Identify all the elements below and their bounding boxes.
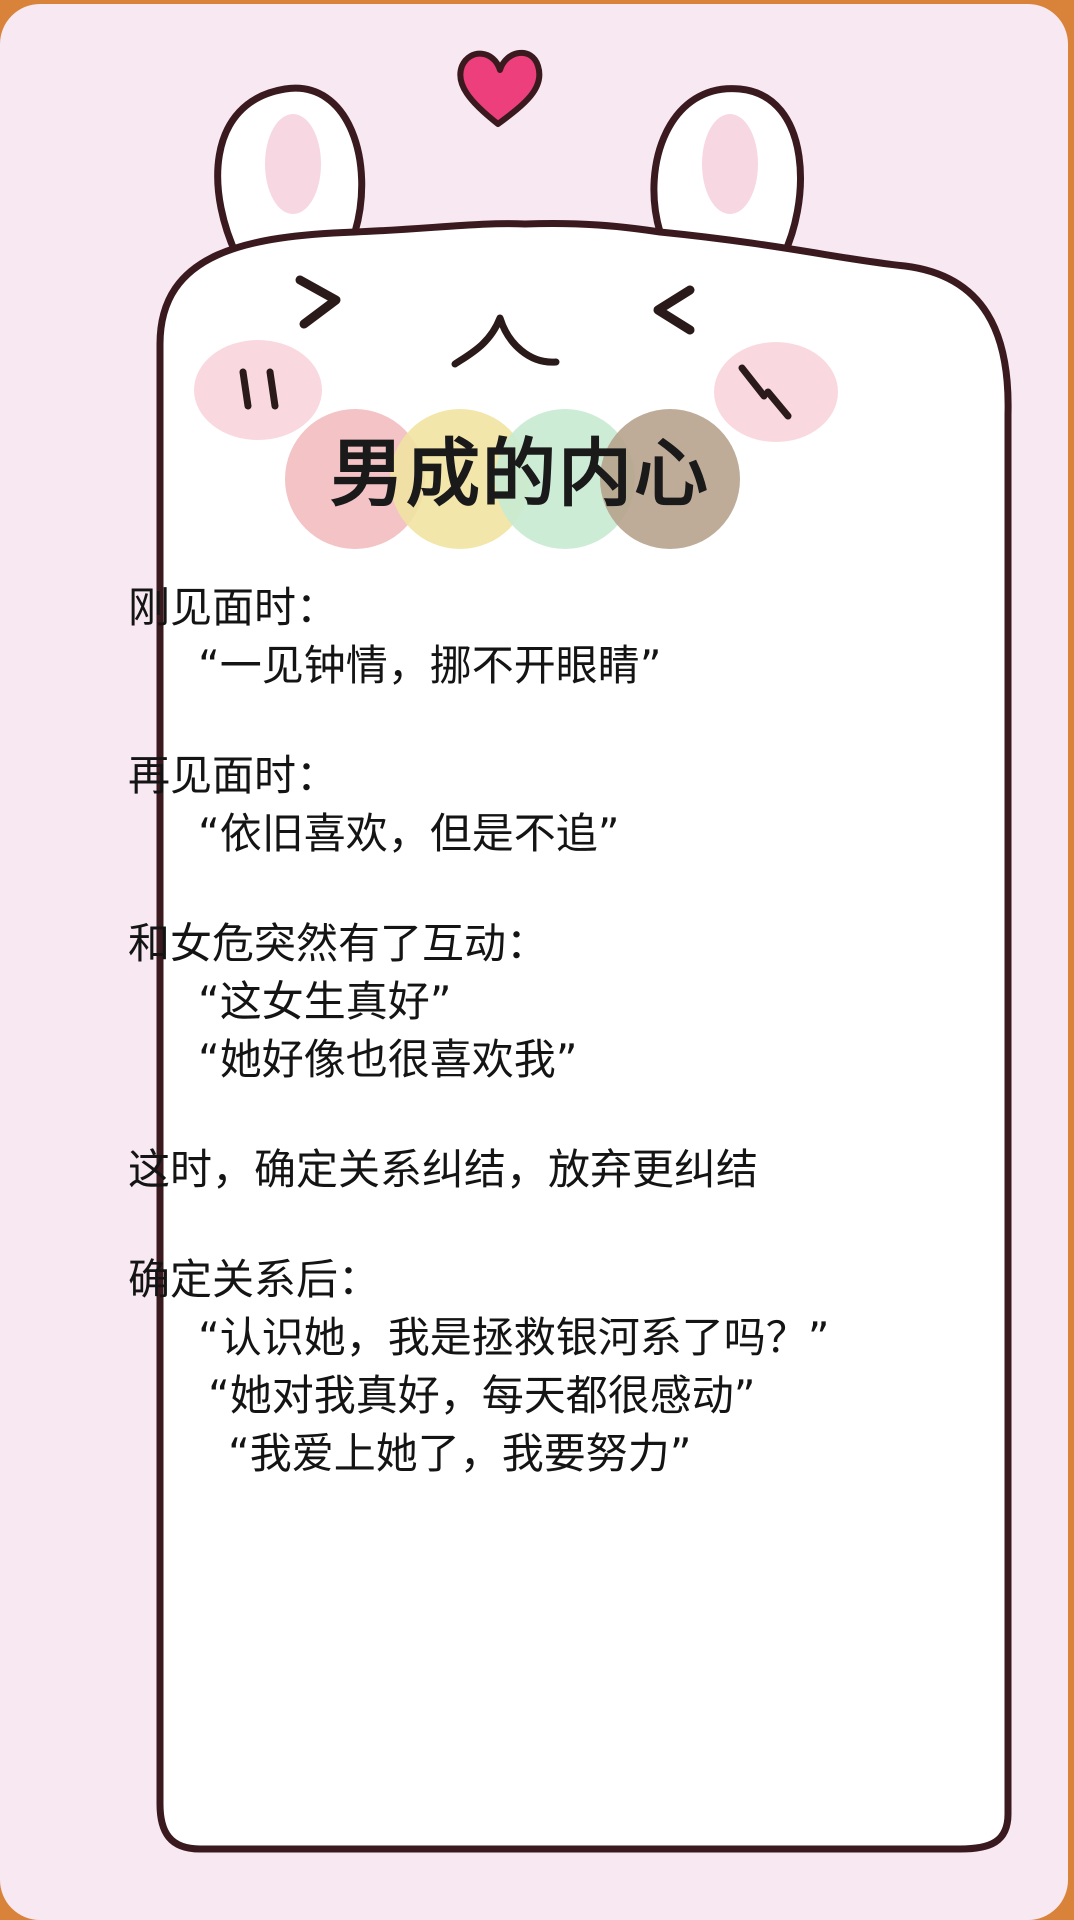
left-ear-inner-icon [265,114,321,214]
left-cheek-icon [194,340,322,440]
title-dot-4 [600,409,740,549]
quote-line: “她好像也很喜欢我” [198,1035,578,1084]
section-heading: 和女危突然有了互动： [128,919,549,968]
quote-line: “我爱上她了，我要努力” [228,1429,692,1478]
section-heading: 这时，确定关系纠结，放弃更纠结 [128,1145,759,1194]
section-heading: 确定关系后： [128,1255,381,1304]
quote-line: “依旧喜欢，但是不追” [198,809,620,858]
section-heading: 刚见面时： [128,583,339,632]
title-dot-3 [495,409,635,549]
left-eye-icon [295,275,341,329]
right-eye-icon [653,285,695,335]
title-dot-1 [285,409,425,549]
bunny-frame-illustration [156,49,1012,1853]
quote-line: “一见钟情，挪不开眼睛” [198,641,662,690]
section-gap [128,863,988,915]
message-content: 刚见面时： “一见钟情，挪不开眼睛” 再见面时： “依旧喜欢，但是不追” 和女危… [128,579,988,1483]
section-gap [128,1199,988,1251]
note-card: 男成的内心 刚见面时： “一见钟情，挪不开眼睛” 再见面时： “依旧喜欢，但是不… [0,4,1068,1920]
title-dot-2 [390,409,530,549]
quote-line: “她对我真好，每天都很感动” [208,1371,756,1420]
section-heading: 再见面时： [128,751,339,800]
quote-line: “认识她，我是拯救银河系了吗？” [198,1313,830,1362]
quote-line: “这女生真好” [198,977,452,1026]
mouth-icon [451,314,560,368]
bunny-body-outline [156,219,1012,1853]
section-gap [128,1089,988,1141]
heart-icon [457,49,543,127]
section-gap [128,695,988,747]
page-title: 男成的内心 [330,431,710,517]
right-ear-inner-icon [702,114,758,214]
